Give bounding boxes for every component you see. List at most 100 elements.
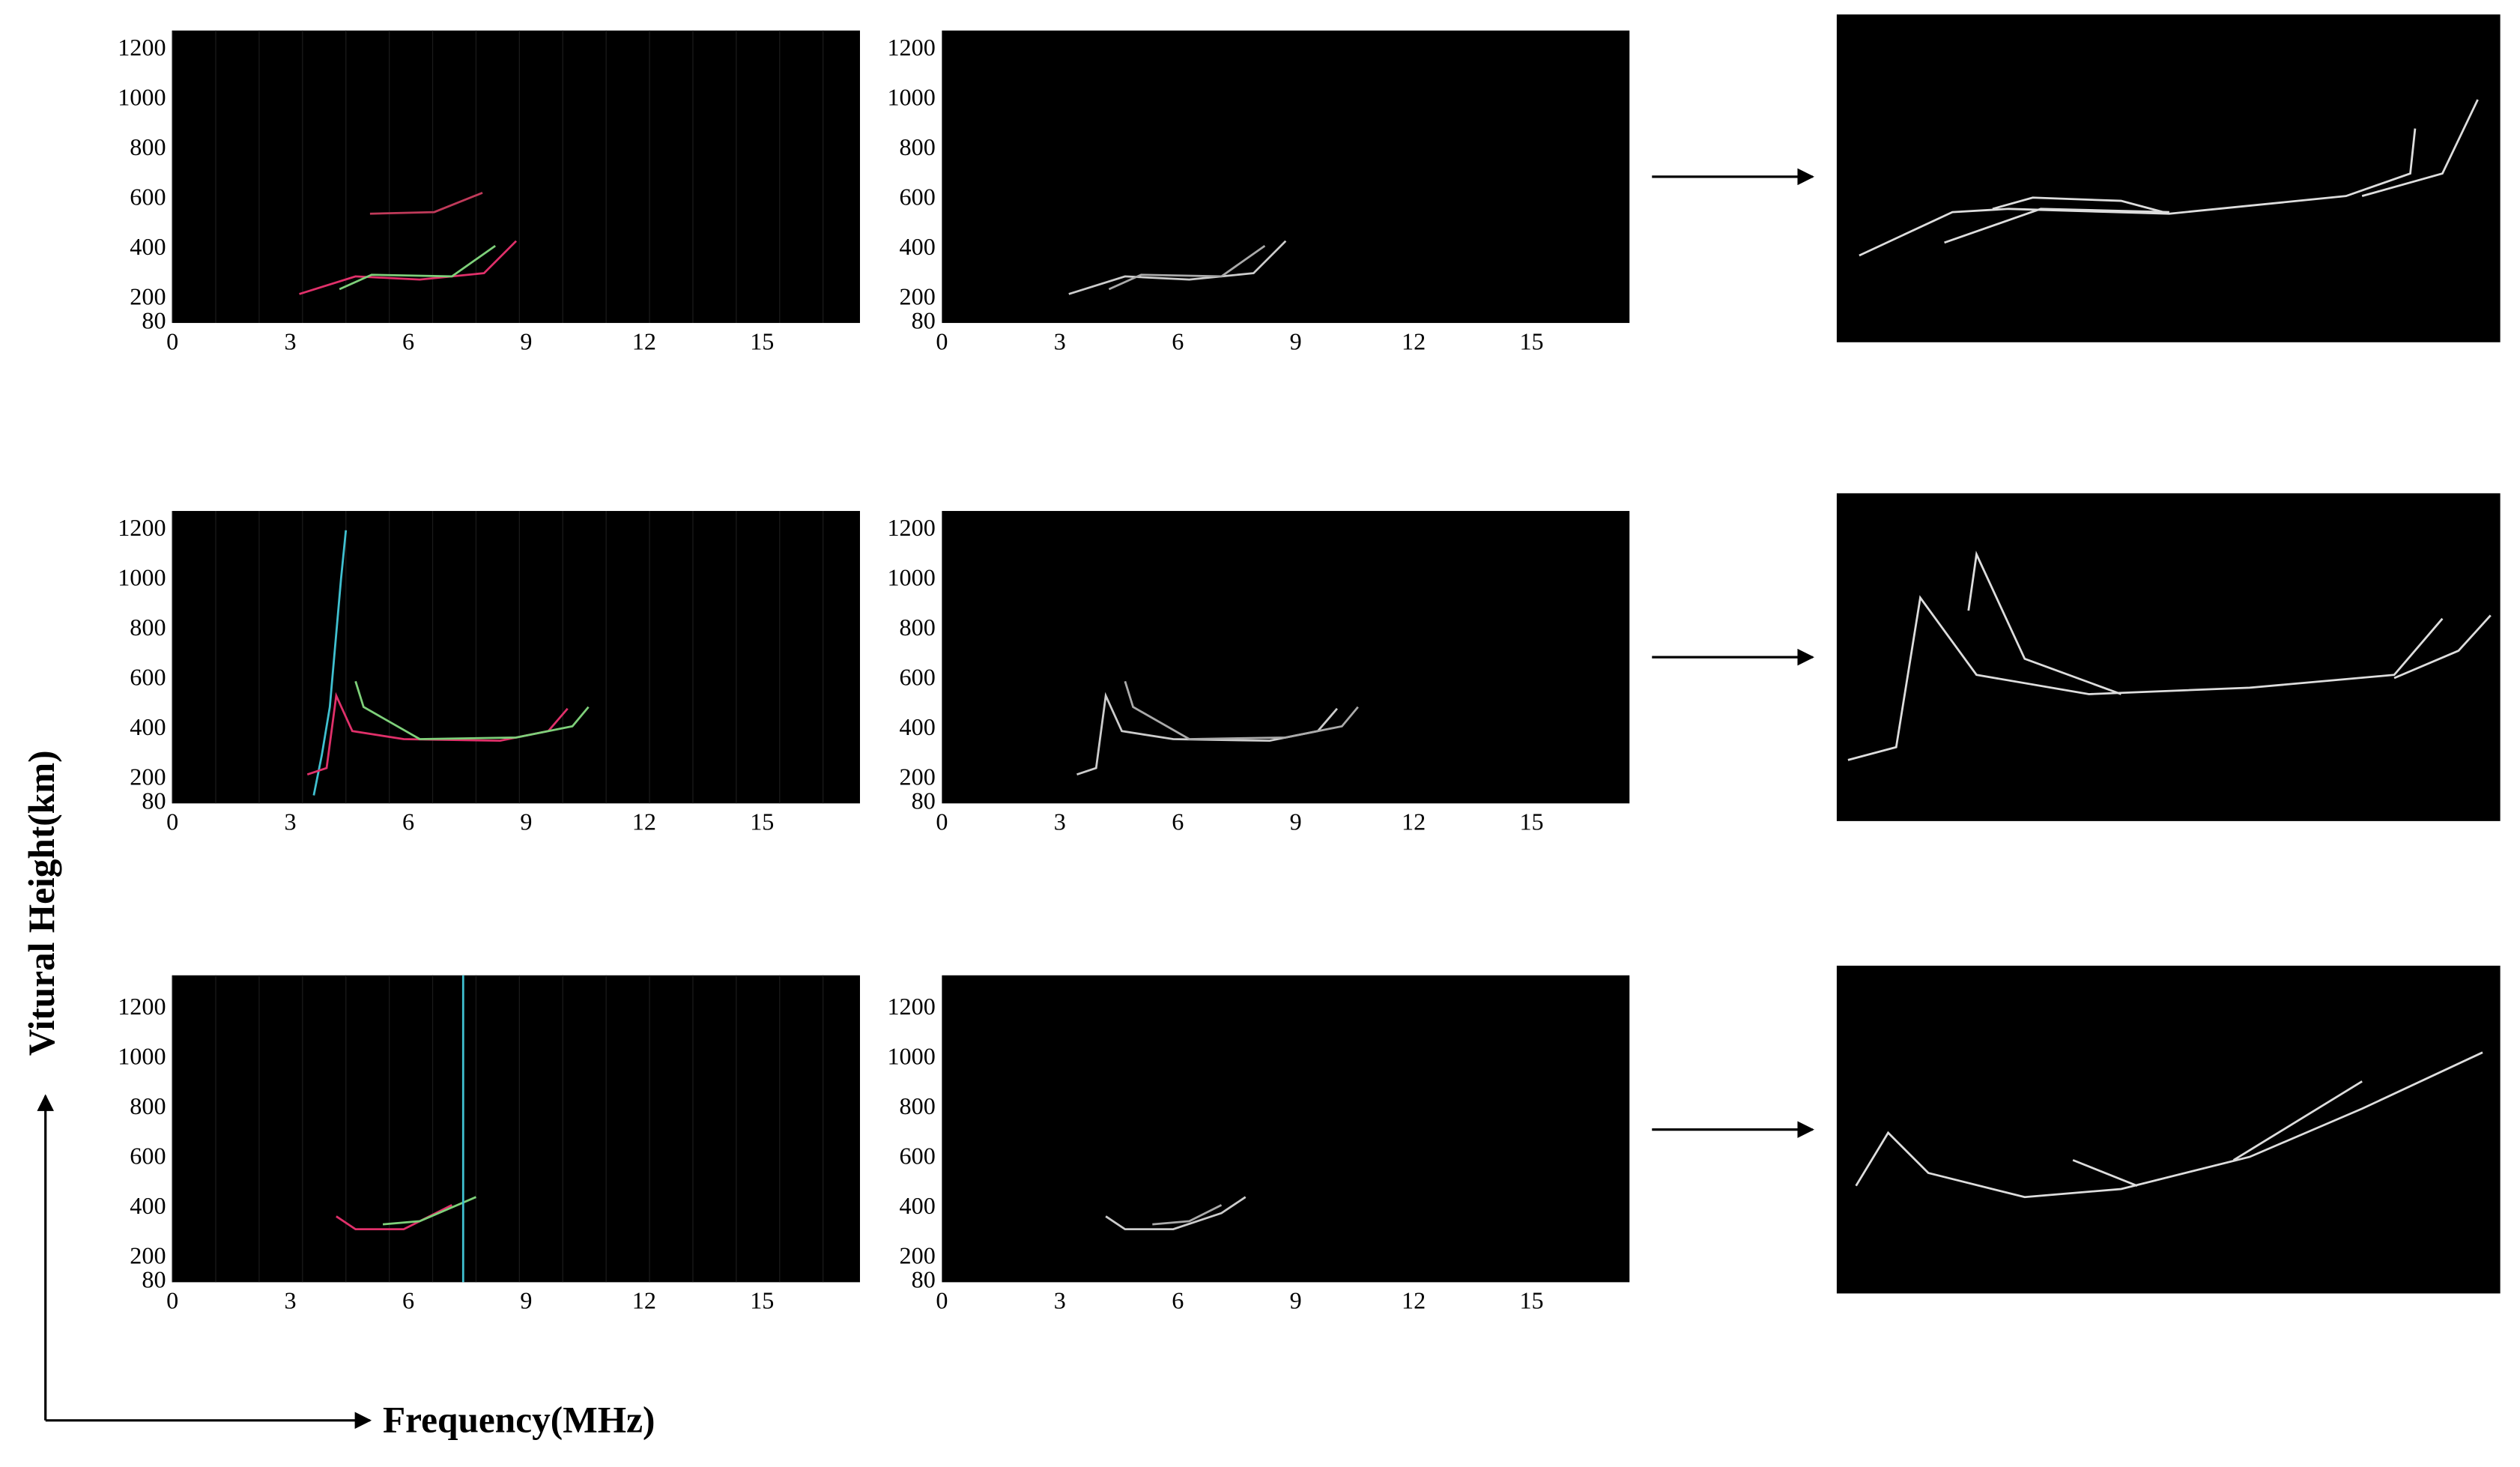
trace <box>312 530 348 796</box>
y-tick-label: 1000 <box>887 1043 935 1070</box>
y-tick-label: 200 <box>130 1242 166 1269</box>
x-tick-label: 3 <box>1054 327 1066 354</box>
y-axis-label: Vitural Height(km) <box>21 750 62 1056</box>
y-tick-label: 1200 <box>887 993 935 1020</box>
x-tick-label: 6 <box>402 808 414 835</box>
y-tick-label: 1000 <box>118 564 166 591</box>
trace <box>2072 1159 2138 1187</box>
result-panel <box>1836 14 2501 342</box>
x-tick-label: 15 <box>1519 327 1543 354</box>
y-tick-label: 1200 <box>118 993 166 1020</box>
x-tick-label: 9 <box>520 327 532 354</box>
y-tick-label: 600 <box>130 664 166 691</box>
y-tick-label: 800 <box>130 614 166 641</box>
trace <box>1152 1204 1223 1226</box>
trace <box>1105 1196 1247 1230</box>
x-tick-label: 9 <box>1290 327 1302 354</box>
x-tick-label: 15 <box>1519 808 1543 835</box>
traces <box>299 99 2492 1283</box>
y-tick-label: 400 <box>900 1192 936 1219</box>
x-tick-label: 15 <box>750 808 774 835</box>
x-tick-label: 6 <box>1172 327 1184 354</box>
x-tick-label: 12 <box>632 808 656 835</box>
x-axis-label: Frequency(MHz) <box>383 1399 655 1440</box>
x-tick-label: 3 <box>1054 808 1066 835</box>
y-tick-label: 200 <box>130 763 166 790</box>
x-tick-label: 3 <box>285 1287 297 1314</box>
y-tick-label: 400 <box>900 713 936 740</box>
y-tick-label: 1000 <box>118 83 166 110</box>
x-tick-label: 9 <box>1290 1287 1302 1314</box>
y-tick-label: 80 <box>912 787 936 814</box>
y-tick-label: 1000 <box>887 564 935 591</box>
x-tick-label: 6 <box>402 1287 414 1314</box>
y-tick-label: 1200 <box>887 514 935 541</box>
panel <box>172 975 860 1283</box>
panel <box>942 30 1630 324</box>
x-tick-label: 9 <box>520 1287 532 1314</box>
x-tick-label: 15 <box>1519 1287 1543 1314</box>
x-tick-label: 0 <box>936 1287 948 1314</box>
trace <box>2232 1080 2363 1161</box>
trace <box>2361 99 2479 197</box>
x-tick-label: 12 <box>1402 808 1426 835</box>
trace <box>1068 240 1287 295</box>
y-tick-label: 400 <box>130 713 166 740</box>
x-tick-label: 0 <box>166 327 178 354</box>
trace <box>1124 680 1359 740</box>
x-tick-label: 6 <box>1172 808 1184 835</box>
trace <box>1855 1051 2483 1199</box>
y-tick-label: 1000 <box>118 1043 166 1070</box>
x-tick-label: 6 <box>402 327 414 354</box>
panel <box>942 975 1630 1283</box>
y-tick-label: 800 <box>900 614 936 641</box>
x-tick-label: 3 <box>285 808 297 835</box>
result-panel <box>1836 493 2501 821</box>
x-tick-label: 9 <box>1290 808 1302 835</box>
panel <box>172 510 860 804</box>
y-tick-label: 80 <box>142 306 166 333</box>
x-tick-label: 12 <box>1402 1287 1426 1314</box>
y-tick-label: 200 <box>900 763 936 790</box>
trace <box>1944 208 2169 244</box>
x-tick-label: 15 <box>750 327 774 354</box>
y-tick-label: 1200 <box>887 34 935 61</box>
trace <box>1847 595 2444 761</box>
y-tick-label: 600 <box>900 664 936 691</box>
x-tick-label: 15 <box>750 1287 774 1314</box>
y-tick-label: 400 <box>130 1192 166 1219</box>
y-tick-label: 400 <box>900 233 936 260</box>
x-tick-label: 6 <box>1172 1287 1184 1314</box>
y-tick-label: 600 <box>900 183 936 210</box>
y-tick-label: 800 <box>900 1092 936 1119</box>
y-tick-label: 800 <box>900 133 936 160</box>
y-tick-label: 600 <box>900 1143 936 1170</box>
x-tick-label: 3 <box>1054 1287 1066 1314</box>
panel <box>172 30 860 324</box>
y-tick-label: 80 <box>912 306 936 333</box>
trace <box>354 680 590 740</box>
arrows <box>37 168 1814 1430</box>
trace <box>369 192 483 215</box>
x-tick-label: 12 <box>632 1287 656 1314</box>
y-tick-label: 600 <box>130 1143 166 1170</box>
trace <box>1967 551 2121 695</box>
y-tick-label: 80 <box>912 1266 936 1293</box>
panel <box>942 510 1630 804</box>
trace <box>2393 614 2492 680</box>
y-tick-label: 200 <box>900 282 936 309</box>
y-tick-label: 1200 <box>118 514 166 541</box>
x-tick-label: 12 <box>632 327 656 354</box>
x-tick-label: 0 <box>166 808 178 835</box>
x-tick-label: 12 <box>1402 327 1426 354</box>
y-tick-label: 80 <box>142 787 166 814</box>
y-tick-label: 600 <box>130 183 166 210</box>
trace <box>299 240 518 295</box>
trace <box>1992 196 2170 215</box>
y-tick-label: 1000 <box>887 83 935 110</box>
y-tick-label: 800 <box>130 133 166 160</box>
x-tick-label: 0 <box>166 1287 178 1314</box>
x-tick-label: 0 <box>936 327 948 354</box>
trace <box>382 1196 476 1226</box>
